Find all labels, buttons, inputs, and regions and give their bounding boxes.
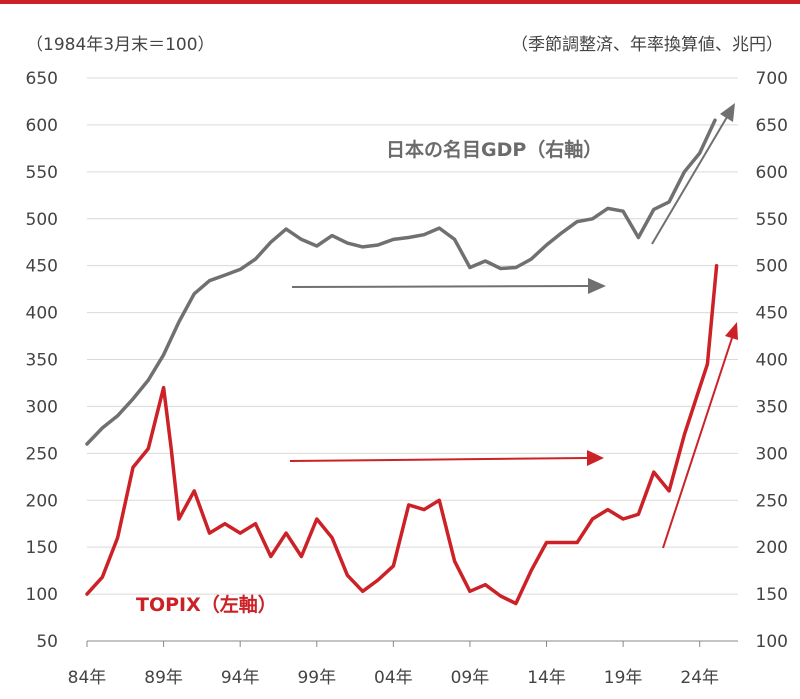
x-tick-label: 94年 — [221, 668, 260, 688]
x-tick-label: 19年 — [604, 668, 643, 688]
left-y-tick-label: 600 — [26, 116, 58, 136]
left-y-tick-label: 200 — [26, 491, 58, 511]
topix-series-line — [85, 263, 719, 606]
right-y-tick-label: 250 — [756, 491, 788, 511]
gdp-series-label: 日本の名目GDP（右軸） — [386, 138, 602, 161]
left-y-tick-label: 150 — [26, 538, 58, 558]
topix-flat-arrowhead — [587, 450, 604, 466]
left-y-tick-label: 500 — [26, 210, 58, 230]
gdp-trend-arrows — [291, 103, 735, 294]
right-y-tick-label: 550 — [756, 210, 788, 230]
left-axis-note: （1984年3月末＝100） — [26, 35, 215, 55]
x-tick-label: 24年 — [680, 668, 719, 688]
topix-rising-arrowhead — [725, 322, 738, 340]
right-y-tick-label: 600 — [756, 163, 788, 183]
right-y-tick-label: 450 — [756, 304, 788, 324]
top-rule — [0, 0, 800, 4]
topix-flat-arrow — [289, 457, 589, 462]
topix-trend-arrows — [289, 322, 738, 549]
right-y-tick-label: 350 — [756, 397, 788, 417]
left-y-tick-label: 350 — [26, 351, 58, 371]
left-y-tick-label: 100 — [26, 585, 58, 605]
left-y-tick-label: 400 — [26, 304, 58, 324]
left-y-tick-label: 300 — [26, 397, 58, 417]
x-tick-label: 09年 — [451, 668, 490, 688]
right-y-tick-label: 400 — [756, 351, 788, 371]
left-y-tick-label: 450 — [26, 257, 58, 277]
x-tick-label: 04年 — [374, 668, 413, 688]
gdp-rising-arrowhead — [720, 103, 735, 122]
topix-series-label: TOPIX（左軸） — [136, 593, 277, 616]
right-axis-note: （季節調整済、年率換算値、兆円） — [511, 35, 783, 55]
x-tick-label: 84年 — [68, 668, 107, 688]
left-y-tick-label: 550 — [26, 163, 58, 183]
right-y-tick-label: 650 — [756, 116, 788, 136]
gdp-flat-arrow — [291, 285, 591, 288]
gdp-rising-arrow — [651, 116, 728, 245]
gridlines — [87, 77, 738, 642]
right-y-tick-label: 200 — [756, 538, 788, 558]
x-tick-label: 14年 — [527, 668, 566, 688]
right-y-tick-label: 500 — [756, 257, 788, 277]
x-tick-label: 99年 — [297, 668, 336, 688]
left-y-axis: 650 600 550 500 450 400 350 300 250 200 150 100 50 — [26, 69, 58, 652]
right-y-axis: 700 650 600 550 500 450 400 350 300 250 200 150 100 — [756, 69, 788, 652]
x-tick-label: 89年 — [144, 668, 183, 688]
right-y-tick-label: 700 — [756, 69, 788, 89]
right-y-tick-label: 300 — [756, 444, 788, 464]
x-axis: 84年 89年 94年 99年 04年 09年 14年 19年 24年 — [68, 641, 719, 688]
left-y-tick-label: 250 — [26, 444, 58, 464]
left-y-tick-label: 50 — [36, 632, 58, 652]
gdp-flat-arrowhead — [588, 278, 606, 294]
gdp-series-line — [85, 118, 717, 446]
right-y-tick-label: 150 — [756, 585, 788, 605]
right-y-tick-label: 100 — [756, 632, 788, 652]
left-y-tick-label: 650 — [26, 69, 58, 89]
topix-rising-arrow — [662, 337, 733, 549]
